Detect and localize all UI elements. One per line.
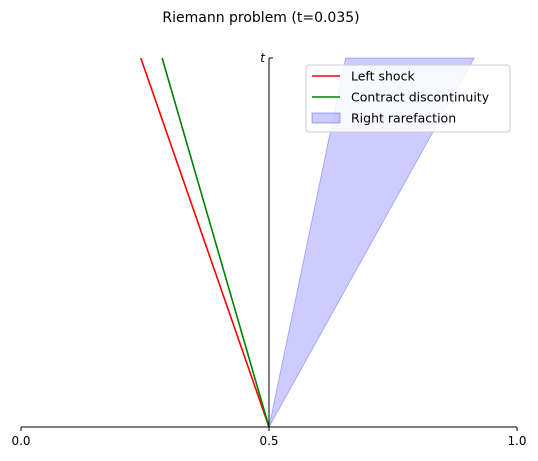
legend: Left shock Contract discontinuity Right ra… <box>305 64 511 133</box>
legend-contact-discontinuity-label: Contract discontinuity <box>351 90 490 105</box>
x-axis-ticks: 0.0 0.5 1.0 <box>11 427 527 448</box>
contact-discontinuity-line <box>161 57 270 428</box>
x-tick-label: 0.5 <box>259 434 278 448</box>
legend-right-rarefaction-label: Right rarefaction <box>351 111 456 126</box>
legend-right-rarefaction-swatch <box>311 112 341 124</box>
x-tick-label: 1.0 <box>507 434 526 448</box>
chart-title: Riemann problem (t=0.035) <box>162 10 359 26</box>
left-shock-line <box>140 57 270 428</box>
legend-left-shock-label: Left shock <box>351 69 415 84</box>
plot-area <box>140 57 475 428</box>
legend-box <box>305 64 511 133</box>
x-tick-label: 0.0 <box>11 434 30 448</box>
rarefaction-fan-area <box>268 57 475 428</box>
y-axis-label: t <box>260 51 266 65</box>
